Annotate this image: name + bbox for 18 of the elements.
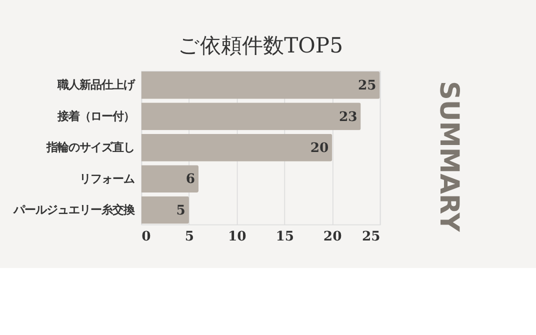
y-tick-label: 指輪のサイズ直し [46,140,135,154]
data-label: 6 [186,172,195,188]
text: SUMMARY [433,80,464,233]
y-tick-label: 接着（ロー付） [56,108,135,123]
chart-title: ご依頼件数TOP5 [178,32,343,58]
x-tick-label: 20 [323,230,342,245]
x-tick-label: 15 [276,230,294,245]
x-tick-label: 5 [184,230,194,245]
x-tick-label: 25 [362,230,380,245]
x-tick-label: 10 [228,230,246,245]
y-tick-label: 職人新品仕上げ [56,78,136,92]
y-tick-label: リフォーム [80,171,135,186]
y-tick-label: パールジュエリー糸交換 [12,202,136,217]
data-label: 20 [310,140,329,156]
data-label: 23 [338,110,358,125]
data-label: 25 [358,78,376,94]
data-label: 5 [176,203,186,218]
x-tick-label: 0 [142,230,151,245]
